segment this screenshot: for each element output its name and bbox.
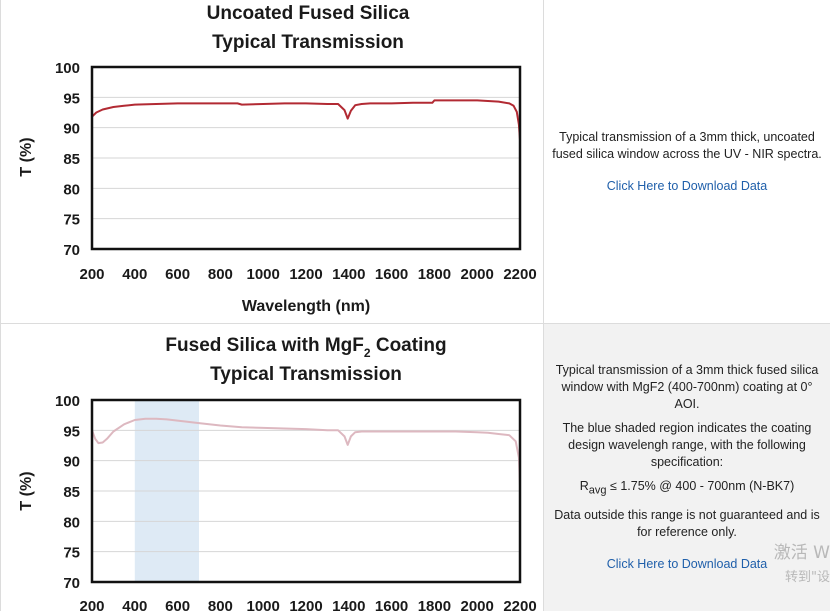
x-tick-label: 200 <box>79 598 104 612</box>
x-tick-label: 2200 <box>503 598 536 612</box>
spec-symbol: R <box>579 479 589 494</box>
x-tick-label: 2000 <box>461 266 494 283</box>
y-tick-label: 85 <box>63 151 80 168</box>
info-cell-uncoated: Typical transmission of a 3mm thick, unc… <box>544 0 830 323</box>
y-tick-label: 100 <box>55 393 80 410</box>
chart-title-line1: Fused Silica with MgF2 Coating <box>165 335 446 360</box>
x-tick-label: 800 <box>208 266 233 283</box>
chart-uncoated-transmission: Uncoated Fused Silica Typical Transmissio… <box>18 3 537 315</box>
x-tick-label: 400 <box>122 598 147 612</box>
download-data-link-mgf2[interactable]: Click Here to Download Data <box>606 556 768 571</box>
x-tick-label: 2200 <box>503 266 536 283</box>
x-tick-label: 400 <box>122 266 147 283</box>
y-tick-label: 95 <box>63 423 80 440</box>
y-tick-label: 80 <box>63 514 80 531</box>
title-part-subscript: 2 <box>364 346 371 360</box>
description-uncoated: Typical transmission of a 3mm thick, unc… <box>552 129 822 161</box>
x-tick-label: 600 <box>165 266 190 283</box>
x-tick-label: 1800 <box>418 598 451 612</box>
chart-row-mgf2: Fused Silica with MgF2 Coating Typical Tr… <box>0 323 830 612</box>
y-tick-label: 90 <box>63 454 80 471</box>
coating-spec: Ravg ≤ 1.75% @ 400 - 700nm (N-BK7) <box>580 478 794 500</box>
chart-mgf2-transmission: Fused Silica with MgF2 Coating Typical Tr… <box>18 335 537 612</box>
y-tick-label: 85 <box>63 484 80 501</box>
chart-cell-mgf2: Fused Silica with MgF2 Coating Typical Tr… <box>0 324 544 612</box>
y-tick-label: 90 <box>63 121 80 138</box>
y-tick-label: 75 <box>63 545 80 562</box>
chart-title-line2: Typical Transmission <box>210 364 402 385</box>
x-tick-label: 1000 <box>247 598 280 612</box>
x-tick-label: 1400 <box>332 598 365 612</box>
y-tick-label: 100 <box>55 60 80 77</box>
transmission-series-line <box>91 99 521 140</box>
title-part-coating: Coating <box>371 335 447 356</box>
chart-cell-uncoated: Uncoated Fused Silica Typical Transmissio… <box>0 0 544 323</box>
y-tick-label: 70 <box>63 242 80 259</box>
x-tick-label: 1600 <box>375 598 408 612</box>
x-tick-label: 1200 <box>289 266 322 283</box>
plot-frame <box>90 398 522 584</box>
transmission-series-line <box>91 417 521 485</box>
y-tick-label: 70 <box>63 575 80 592</box>
chart-title-line1: Uncoated Fused Silica <box>207 3 410 24</box>
x-tick-label: 1200 <box>289 598 322 612</box>
description-shaded-region: The blue shaded region indicates the coa… <box>562 421 812 470</box>
x-tick-label: 800 <box>208 598 233 612</box>
x-tick-label: 200 <box>79 266 104 283</box>
chart-title-line2: Typical Transmission <box>212 32 404 53</box>
spec-subscript: avg <box>588 484 607 497</box>
spec-value: ≤ 1.75% @ 400 - 700nm (N-BK7) <box>606 479 795 494</box>
x-axis-label: Wavelength (nm) <box>242 298 370 315</box>
chart-row-uncoated: Uncoated Fused Silica Typical Transmissio… <box>0 0 830 323</box>
download-data-link-uncoated[interactable]: Click Here to Download Data <box>606 178 768 193</box>
description-mgf2: Typical transmission of a 3mm thick fuse… <box>555 363 819 412</box>
x-tick-label: 1000 <box>247 266 280 283</box>
y-tick-label: 80 <box>63 181 80 198</box>
x-tick-label: 1800 <box>418 266 451 283</box>
y-axis-label: T (%) <box>18 471 35 510</box>
x-tick-label: 1400 <box>332 266 365 283</box>
title-part-main: Fused Silica with MgF <box>165 335 363 356</box>
x-tick-label: 1600 <box>375 266 408 283</box>
info-cell-mgf2: Typical transmission of a 3mm thick fuse… <box>544 324 830 611</box>
y-tick-label: 95 <box>63 90 80 107</box>
x-tick-label: 600 <box>165 598 190 612</box>
plot-frame <box>90 65 522 251</box>
y-axis-label: T (%) <box>18 137 35 176</box>
y-tick-label: 75 <box>63 212 80 229</box>
reference-note: Data outside this range is not guarantee… <box>554 507 820 539</box>
x-tick-label: 2000 <box>461 598 494 612</box>
